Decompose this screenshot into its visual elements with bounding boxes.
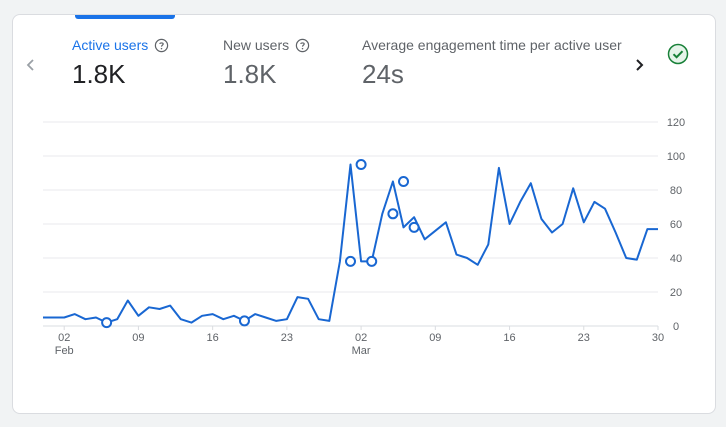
active-tab-indicator [75,15,175,19]
metric-label: Average engagement time per active user [362,37,622,53]
x-tick-sublabel: Feb [55,345,74,357]
x-tick-label: 09 [429,332,441,344]
data-point-marker [101,317,113,329]
metric-label: New users [223,37,290,53]
metric-label: Active users [72,37,149,53]
y-tick-label: 20 [670,287,682,299]
x-tick-label: 09 [132,332,144,344]
data-point-marker [345,255,356,267]
previous-metric-button[interactable] [19,53,43,77]
metric-tab-avg-engagement-time[interactable]: Average engagement time per active user … [362,37,622,90]
next-metric-button[interactable] [627,53,651,77]
metric-tab-active-users[interactable]: Active users 1.8K [72,37,169,90]
y-tick-label: 40 [670,253,682,265]
x-tick-label: 23 [281,332,293,344]
x-tick-sublabel: Mar [352,345,371,357]
data-point-marker [355,159,367,170]
metrics-card: Active users 1.8K New users 1.8K Average… [12,14,716,414]
help-icon[interactable] [295,38,310,53]
metric-value: 24s [362,59,404,89]
x-tick-label: 30 [652,332,664,344]
metric-value: 1.8K [72,59,126,89]
y-tick-label: 0 [673,321,679,333]
data-point-marker [238,315,250,327]
chevron-left-icon [26,59,34,71]
series-line-active-users [43,163,658,324]
data-point-marker [366,255,378,267]
y-tick-label: 80 [670,185,682,197]
metric-tab-new-users[interactable]: New users 1.8K [223,37,310,90]
x-tick-label: 23 [578,332,590,344]
x-tick-label: 16 [503,332,515,344]
x-tick-label: 02 [58,332,70,344]
data-point-marker [408,221,420,233]
data-point-marker [398,176,410,187]
x-tick-label: 16 [207,332,219,344]
chevron-right-icon [636,59,644,71]
help-icon[interactable] [154,38,169,53]
check-circle-icon[interactable] [667,43,689,65]
y-tick-label: 100 [667,151,685,163]
x-tick-label: 02 [355,332,367,344]
metric-value: 1.8K [223,59,277,89]
y-tick-label: 120 [667,117,685,129]
y-tick-label: 60 [670,219,682,231]
data-point-marker [387,208,399,220]
